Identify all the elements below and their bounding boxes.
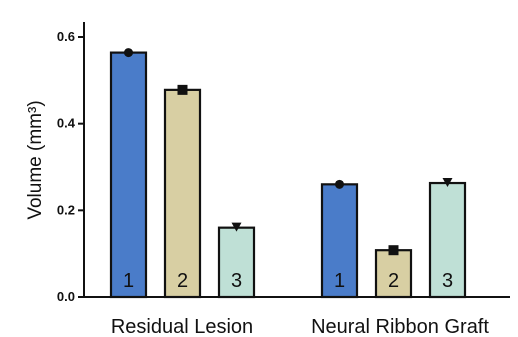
x-group-label: Neural Ribbon Graft <box>311 316 489 337</box>
bar <box>109 51 148 299</box>
bars: 1 2 3 1 2 3 <box>109 48 467 299</box>
circle-marker <box>124 48 133 58</box>
bar-number-label: 2 <box>388 270 399 292</box>
triangle-marker <box>442 178 453 188</box>
bar <box>374 249 413 299</box>
bar-number-label: 3 <box>442 270 453 292</box>
y-axis-label: Volume (mm³) <box>25 100 46 219</box>
bar-number-label: 2 <box>177 270 188 292</box>
y-tick-label: 0.4 <box>57 116 76 131</box>
x-group-label: Residual Lesion <box>111 316 253 337</box>
bar <box>428 181 467 299</box>
bar-number-label: 1 <box>334 270 345 292</box>
bar <box>320 183 359 299</box>
circle-marker <box>335 179 344 189</box>
group-labels: Residual Lesion Neural Ribbon Graft <box>111 316 490 337</box>
y-tick-label: 0.6 <box>57 29 75 44</box>
y-ticks: 0.0 0.2 0.4 0.6 <box>57 29 84 304</box>
bar-number-label: 1 <box>123 270 134 292</box>
bar-number-label: 3 <box>231 270 242 292</box>
y-tick-label: 0.0 <box>57 289 75 304</box>
triangle-marker <box>231 222 242 232</box>
square-marker <box>388 245 399 256</box>
y-tick-label: 0.2 <box>57 202 75 217</box>
bar <box>163 88 202 299</box>
square-marker <box>177 84 188 95</box>
